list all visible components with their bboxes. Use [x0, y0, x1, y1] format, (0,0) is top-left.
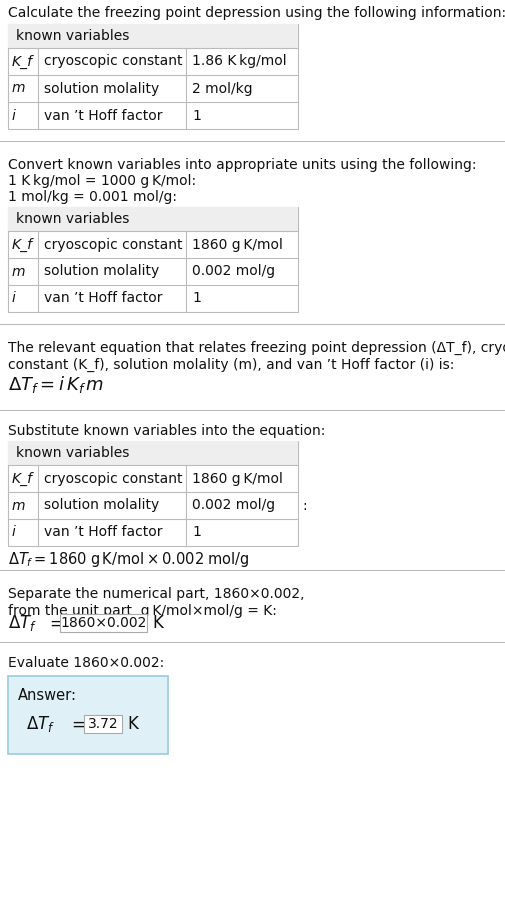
Text: known variables: known variables	[16, 29, 129, 43]
FancyBboxPatch shape	[8, 676, 168, 754]
Bar	[60, 614, 147, 632]
Text: 0.002 mol/g: 0.002 mol/g	[191, 499, 275, 512]
Bar	[8, 441, 297, 546]
Text: 1 mol/kg = 0.001 mol/g:: 1 mol/kg = 0.001 mol/g:	[8, 190, 177, 204]
Text: van ’t Hoff factor: van ’t Hoff factor	[44, 526, 162, 539]
Text: 1860 g K/mol: 1860 g K/mol	[191, 238, 282, 251]
Bar	[8, 207, 297, 312]
Bar	[8, 24, 297, 48]
Text: m: m	[12, 499, 25, 512]
Text: :: :	[301, 499, 306, 512]
Text: cryoscopic constant: cryoscopic constant	[44, 238, 182, 251]
Text: K: K	[127, 715, 137, 733]
Text: Convert known variables into appropriate units using the following:: Convert known variables into appropriate…	[8, 158, 476, 172]
Text: 1: 1	[191, 292, 200, 305]
Text: 1.86 K kg/mol: 1.86 K kg/mol	[191, 55, 286, 68]
Text: constant (K_f), solution molality (m), and van ’t Hoff factor (i) is:: constant (K_f), solution molality (m), a…	[8, 358, 453, 372]
Text: cryoscopic constant: cryoscopic constant	[44, 472, 182, 485]
Text: 1: 1	[191, 109, 200, 122]
Text: Answer:: Answer:	[18, 688, 77, 703]
Bar	[8, 207, 297, 231]
Text: i: i	[12, 292, 16, 305]
Text: $=$: $=$	[68, 715, 85, 733]
Text: 1860 g K/mol: 1860 g K/mol	[191, 472, 282, 485]
Text: 2 mol/kg: 2 mol/kg	[191, 82, 252, 95]
Text: $=$: $=$	[46, 614, 63, 632]
Text: K_f: K_f	[12, 238, 33, 252]
Text: Separate the numerical part, 1860×0.002,: Separate the numerical part, 1860×0.002,	[8, 587, 304, 601]
Bar	[8, 24, 297, 129]
Text: 0.002 mol/g: 0.002 mol/g	[191, 265, 275, 278]
Text: $\Delta T_f = i\,K_f\,m$: $\Delta T_f = i\,K_f\,m$	[8, 374, 104, 395]
Text: van ’t Hoff factor: van ’t Hoff factor	[44, 292, 162, 305]
Bar	[84, 715, 122, 733]
Text: K_f: K_f	[12, 472, 33, 486]
Text: $\Delta T_f = 1860\;\mathrm{g\,K/mol} \times 0.002\;\mathrm{mol/g}$: $\Delta T_f = 1860\;\mathrm{g\,K/mol} \t…	[8, 550, 249, 569]
Text: $\Delta T_f$: $\Delta T_f$	[8, 613, 37, 633]
Text: known variables: known variables	[16, 446, 129, 460]
Text: Substitute known variables into the equation:: Substitute known variables into the equa…	[8, 424, 325, 438]
Text: i: i	[12, 109, 16, 122]
Text: known variables: known variables	[16, 212, 129, 226]
Text: 1: 1	[191, 526, 200, 539]
Text: $\Delta T_f$: $\Delta T_f$	[26, 714, 55, 734]
Text: m: m	[12, 82, 25, 95]
Text: from the unit part, g K/mol×mol/g = K:: from the unit part, g K/mol×mol/g = K:	[8, 604, 276, 618]
Text: solution molality: solution molality	[44, 82, 159, 95]
Text: solution molality: solution molality	[44, 265, 159, 278]
Text: m: m	[12, 265, 25, 278]
Text: K_f: K_f	[12, 54, 33, 68]
Text: i: i	[12, 526, 16, 539]
Text: The relevant equation that relates freezing point depression (ΔT_f), cryoscopic: The relevant equation that relates freez…	[8, 341, 505, 356]
Text: cryoscopic constant: cryoscopic constant	[44, 55, 182, 68]
Text: Evaluate 1860×0.002:: Evaluate 1860×0.002:	[8, 656, 164, 670]
Text: solution molality: solution molality	[44, 499, 159, 512]
Text: 1 K kg/mol = 1000 g K/mol:: 1 K kg/mol = 1000 g K/mol:	[8, 174, 196, 188]
Text: K: K	[152, 614, 163, 632]
Bar	[8, 441, 297, 465]
Text: van ’t Hoff factor: van ’t Hoff factor	[44, 109, 162, 122]
Text: 1860×0.002: 1860×0.002	[60, 616, 146, 630]
Text: 3.72: 3.72	[87, 717, 118, 731]
Text: Calculate the freezing point depression using the following information:: Calculate the freezing point depression …	[8, 6, 505, 20]
